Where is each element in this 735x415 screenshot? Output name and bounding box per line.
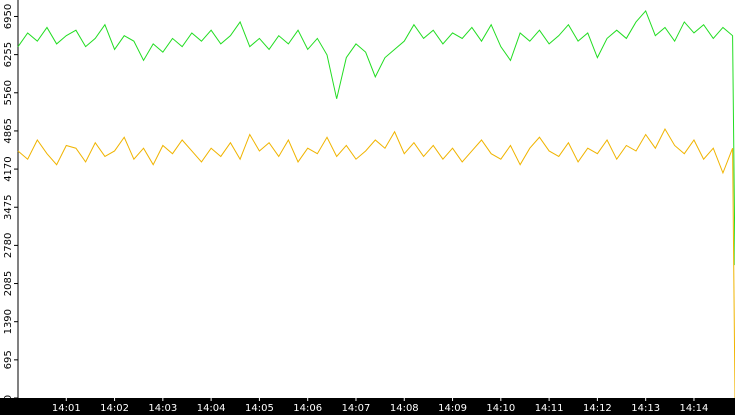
x-tick-label: 14:06	[293, 403, 322, 414]
y-tick-label: 2780	[3, 233, 14, 258]
x-tick-label: 14:07	[342, 403, 371, 414]
y-tick-label: 0	[3, 395, 14, 401]
x-tick-label: 14:11	[535, 403, 564, 414]
x-tick-label: 14:10	[486, 403, 515, 414]
y-tick-label: 2085	[3, 271, 14, 296]
y-tick-label: 1390	[3, 309, 14, 334]
x-tick-label: 14:04	[197, 403, 226, 414]
y-tick-label: 695	[3, 350, 14, 369]
x-tick-label: 14:12	[583, 403, 612, 414]
x-tick-label: 14:01	[52, 403, 81, 414]
x-tick-label: 14:05	[245, 403, 274, 414]
y-tick-label: 5560	[3, 80, 14, 105]
y-tick-label: 4170	[3, 156, 14, 181]
series-line	[17, 127, 735, 399]
time-bar	[0, 398, 735, 415]
x-tick-label: 14:09	[438, 403, 467, 414]
x-tick-label: 14:13	[631, 403, 660, 414]
y-tick-label: 4865	[3, 118, 14, 143]
y-tick-label: 3475	[3, 195, 14, 220]
y-tick-label: 6255	[3, 42, 14, 67]
x-tick-label: 14:02	[100, 403, 129, 414]
x-tick-label: 14:08	[390, 403, 419, 414]
series-line	[17, 10, 735, 266]
x-tick-label: 14:03	[148, 403, 177, 414]
y-tick-label: 6950	[3, 4, 14, 29]
x-tick-label: 14:14	[680, 403, 709, 414]
